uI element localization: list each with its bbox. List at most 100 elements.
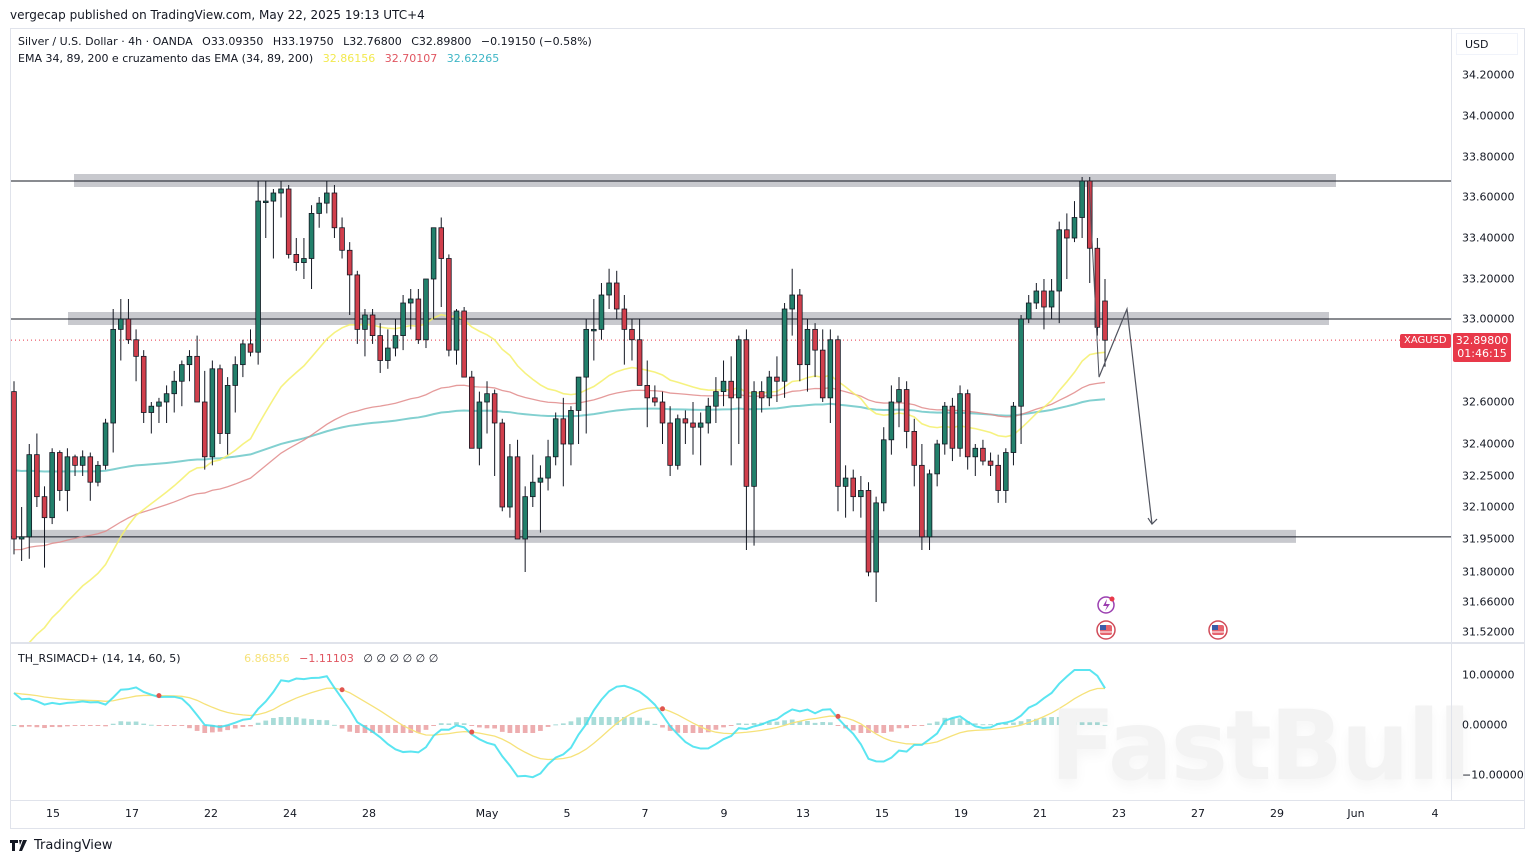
price-pane[interactable]: [11, 29, 1451, 642]
candle[interactable]: [1018, 315, 1024, 444]
candle[interactable]: [644, 360, 651, 428]
candle[interactable]: [1048, 279, 1055, 319]
candle[interactable]: [659, 391, 666, 444]
candle[interactable]: [331, 185, 338, 238]
candle[interactable]: [781, 303, 788, 398]
candle[interactable]: [278, 181, 284, 218]
candle[interactable]: [49, 448, 55, 525]
projection-path[interactable]: [1098, 306, 1153, 525]
candle[interactable]: [362, 309, 368, 357]
tradingview-logo[interactable]: TradingView: [10, 838, 113, 853]
candle[interactable]: [888, 385, 895, 455]
candle[interactable]: [873, 496, 879, 602]
candle[interactable]: [377, 323, 383, 373]
candle[interactable]: [491, 389, 498, 476]
candle[interactable]: [263, 181, 269, 238]
candle[interactable]: [430, 227, 437, 319]
candle[interactable]: [110, 309, 116, 453]
candle[interactable]: [522, 486, 528, 572]
candle[interactable]: [1102, 279, 1108, 367]
candle[interactable]: [911, 418, 918, 487]
pane-separator[interactable]: [11, 642, 1524, 644]
candle[interactable]: [758, 381, 765, 413]
candle[interactable]: [713, 377, 719, 423]
candle[interactable]: [789, 268, 795, 336]
candle[interactable]: [697, 412, 704, 466]
candle[interactable]: [995, 454, 1001, 503]
candle[interactable]: [64, 448, 71, 512]
candle[interactable]: [461, 307, 467, 378]
candle[interactable]: [629, 319, 635, 361]
candle[interactable]: [842, 465, 849, 518]
candle[interactable]: [1094, 238, 1101, 336]
candle[interactable]: [217, 364, 223, 444]
candle[interactable]: [804, 319, 811, 392]
candle[interactable]: [850, 469, 856, 512]
candle[interactable]: [568, 406, 574, 466]
candle[interactable]: [423, 278, 429, 349]
candle[interactable]: [858, 476, 864, 518]
candle[interactable]: [1079, 177, 1085, 238]
us-flag-event-icon[interactable]: [1208, 620, 1228, 640]
candle[interactable]: [736, 335, 742, 444]
candle[interactable]: [324, 181, 330, 214]
candle[interactable]: [484, 381, 490, 434]
candle[interactable]: [957, 385, 963, 457]
candle[interactable]: [499, 418, 506, 512]
candle[interactable]: [1041, 279, 1047, 330]
candle[interactable]: [209, 360, 216, 466]
candle[interactable]: [575, 376, 582, 444]
candle[interactable]: [156, 397, 162, 423]
candle[interactable]: [26, 444, 33, 559]
candle[interactable]: [598, 283, 605, 340]
candle[interactable]: [949, 397, 956, 462]
candle[interactable]: [1071, 201, 1078, 243]
candle[interactable]: [385, 329, 391, 369]
lightning-event-icon[interactable]: [1097, 596, 1115, 614]
candle[interactable]: [743, 329, 750, 550]
candle[interactable]: [163, 385, 170, 423]
candle[interactable]: [774, 356, 780, 402]
symbol-name[interactable]: Silver / U.S. Dollar · 4h · OANDA: [18, 35, 193, 48]
candle[interactable]: [728, 356, 734, 466]
candle[interactable]: [72, 454, 78, 476]
candle[interactable]: [827, 329, 834, 423]
candle[interactable]: [972, 444, 979, 476]
candle[interactable]: [819, 329, 826, 402]
candle[interactable]: [507, 444, 513, 518]
candle[interactable]: [934, 439, 940, 487]
candlestick-chart[interactable]: [11, 29, 1451, 642]
candle[interactable]: [835, 335, 841, 512]
candle[interactable]: [880, 427, 887, 512]
us-flag-event-icon[interactable]: [1096, 620, 1116, 640]
candle[interactable]: [41, 486, 48, 568]
candle[interactable]: [896, 377, 902, 428]
candle[interactable]: [705, 397, 712, 434]
candle[interactable]: [926, 469, 933, 550]
candle[interactable]: [407, 289, 414, 330]
candle[interactable]: [1033, 283, 1040, 309]
candle[interactable]: [797, 289, 803, 382]
candle[interactable]: [140, 350, 147, 423]
candle[interactable]: [621, 295, 628, 365]
candle[interactable]: [240, 339, 246, 378]
candle[interactable]: [537, 465, 544, 533]
candle[interactable]: [224, 377, 231, 455]
candle[interactable]: [79, 450, 86, 476]
indicator-name[interactable]: TH_RSIMACD+ (14, 14, 60, 5): [18, 652, 181, 665]
candle[interactable]: [690, 402, 696, 455]
symbol-legend[interactable]: Silver / U.S. Dollar · 4h · OANDA O33.09…: [18, 35, 598, 48]
candle[interactable]: [301, 238, 307, 279]
indicator-pane[interactable]: [11, 644, 1451, 800]
candle[interactable]: [87, 452, 94, 501]
candle[interactable]: [560, 397, 567, 487]
candle[interactable]: [400, 295, 406, 351]
candle[interactable]: [255, 181, 261, 365]
candle[interactable]: [308, 205, 315, 289]
candle[interactable]: [415, 289, 422, 344]
price-axis[interactable]: [1451, 29, 1525, 800]
candle[interactable]: [201, 370, 208, 470]
candle[interactable]: [133, 329, 139, 382]
candle[interactable]: [453, 309, 460, 365]
time-axis[interactable]: [11, 800, 1524, 829]
